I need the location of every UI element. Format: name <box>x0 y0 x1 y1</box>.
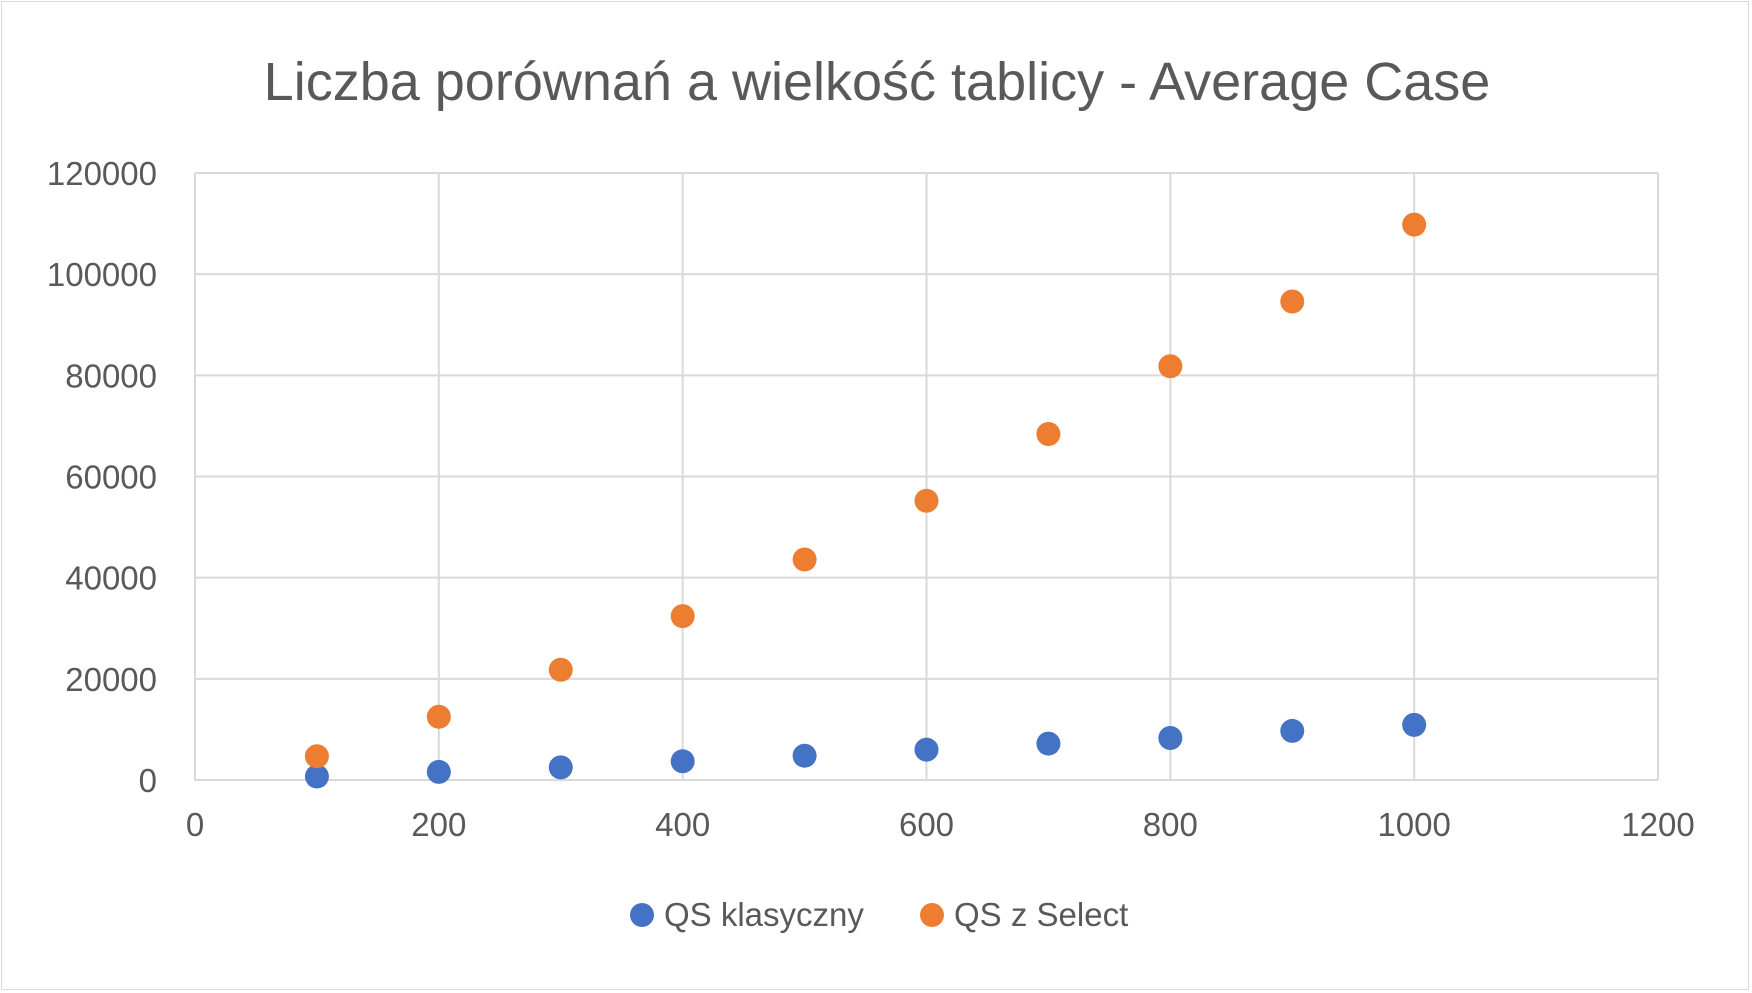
y-tick-label: 80000 <box>65 357 157 394</box>
series-1 <box>304 212 1427 769</box>
grid-layer <box>194 172 1659 781</box>
legend-marker <box>630 903 654 927</box>
x-tick-label: 0 <box>186 806 204 843</box>
data-point <box>1036 422 1061 447</box>
x-tick-label: 400 <box>655 806 710 843</box>
legend-marker <box>920 903 944 927</box>
legend-item: QS klasyczny <box>630 896 864 933</box>
y-tick-label: 40000 <box>65 560 157 597</box>
y-tick-label: 100000 <box>47 256 157 293</box>
data-point <box>792 547 817 572</box>
points-layer <box>304 212 1427 789</box>
data-point <box>1158 726 1183 751</box>
data-point <box>1158 354 1183 379</box>
legend-label: QS klasyczny <box>664 896 864 933</box>
data-point <box>304 764 329 789</box>
data-point <box>670 749 695 774</box>
data-point <box>1402 212 1427 237</box>
x-tick-label: 1200 <box>1621 806 1694 843</box>
data-point <box>1280 718 1305 743</box>
data-point <box>792 743 817 768</box>
data-point <box>914 488 939 513</box>
data-point <box>426 704 451 729</box>
x-tick-label: 200 <box>411 806 466 843</box>
data-point <box>548 657 573 682</box>
x-tick-label: 800 <box>1143 806 1198 843</box>
legend: QS klasyczny QS z Select <box>630 896 1128 933</box>
data-point <box>1402 712 1427 737</box>
chart-title: Liczba porównań a wielkość tablicy - Ave… <box>264 52 1491 112</box>
y-tick-label: 0 <box>139 762 157 799</box>
data-point <box>670 604 695 629</box>
x-tick-label: 600 <box>899 806 954 843</box>
data-point <box>304 744 329 769</box>
tick-layer: 0 20000 40000 60000 80000 100000 120000 0 200 400… <box>47 155 1695 843</box>
legend-label: QS z Select <box>954 896 1128 933</box>
legend-item: QS z Select <box>920 896 1128 933</box>
series-0 <box>304 712 1427 789</box>
y-tick-label: 60000 <box>65 459 157 496</box>
y-tick-label: 20000 <box>65 661 157 698</box>
data-point <box>914 737 939 762</box>
data-point <box>426 759 451 784</box>
x-tick-label: 1000 <box>1377 806 1450 843</box>
y-tick-label: 120000 <box>47 155 157 192</box>
data-point <box>548 755 573 780</box>
data-point <box>1036 731 1061 756</box>
data-point <box>1280 289 1305 314</box>
